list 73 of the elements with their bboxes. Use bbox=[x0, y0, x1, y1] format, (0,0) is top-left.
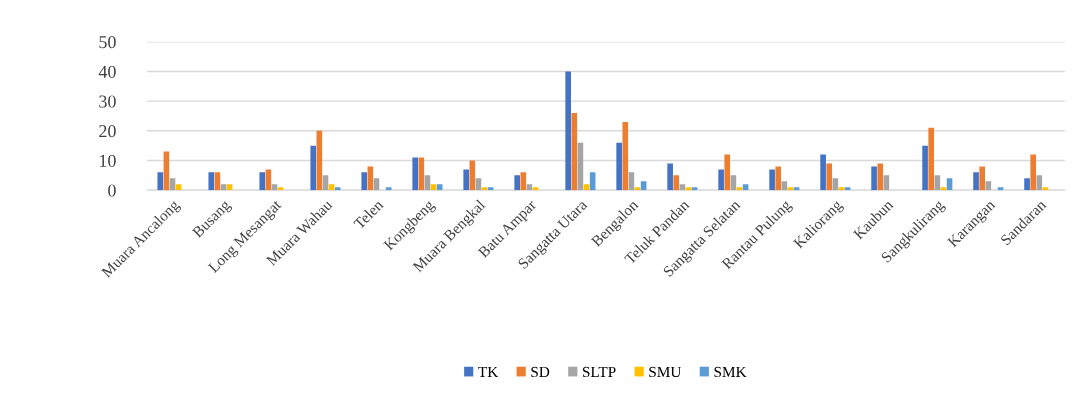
bar bbox=[583, 184, 590, 191]
bar bbox=[208, 172, 215, 191]
bar bbox=[1030, 154, 1036, 191]
bar bbox=[571, 113, 578, 191]
bar bbox=[373, 178, 380, 191]
bar bbox=[259, 172, 266, 191]
bar bbox=[820, 154, 826, 191]
bar bbox=[463, 169, 470, 191]
bar bbox=[169, 178, 176, 191]
bar bbox=[667, 163, 673, 191]
bar bbox=[214, 172, 221, 191]
bar bbox=[226, 184, 233, 191]
bar bbox=[781, 181, 788, 191]
bar bbox=[469, 160, 476, 191]
bar bbox=[622, 121, 629, 191]
bar bbox=[640, 181, 647, 191]
bar bbox=[310, 145, 317, 191]
bar bbox=[271, 184, 278, 191]
y-tick-label: 10 bbox=[99, 154, 116, 167]
legend-label: SMU bbox=[649, 366, 682, 378]
bar bbox=[412, 157, 419, 191]
bar bbox=[928, 127, 935, 191]
bar bbox=[730, 175, 737, 191]
bar bbox=[616, 142, 622, 191]
bar bbox=[1036, 175, 1043, 191]
bar bbox=[628, 172, 635, 191]
bar bbox=[946, 178, 953, 191]
bar bbox=[367, 166, 374, 191]
y-tick-label: 30 bbox=[99, 95, 116, 108]
bar bbox=[526, 184, 533, 191]
bar bbox=[775, 166, 782, 191]
bar bbox=[514, 175, 520, 191]
bar bbox=[328, 184, 335, 191]
bar bbox=[679, 184, 686, 191]
bar bbox=[265, 169, 272, 191]
bar bbox=[175, 184, 182, 191]
y-tick-label: 0 bbox=[108, 184, 116, 197]
bar bbox=[334, 187, 341, 191]
bar bbox=[565, 71, 571, 191]
bar bbox=[520, 172, 527, 191]
legend-label: TK bbox=[478, 366, 499, 377]
legend-label: SD bbox=[531, 366, 550, 378]
bar bbox=[322, 175, 329, 191]
bar bbox=[877, 163, 884, 191]
bar bbox=[385, 187, 392, 191]
bar bbox=[589, 172, 596, 191]
bar bbox=[436, 184, 443, 191]
legend-label: SLTP bbox=[582, 366, 616, 378]
bar bbox=[979, 166, 985, 191]
bar bbox=[883, 175, 890, 191]
legend-label: SMK bbox=[714, 366, 747, 378]
bar bbox=[220, 184, 227, 191]
bar bbox=[742, 184, 749, 191]
bar bbox=[673, 175, 680, 191]
bar bbox=[361, 172, 368, 191]
bar bbox=[724, 154, 731, 191]
bar bbox=[973, 172, 979, 191]
bar bbox=[832, 178, 839, 191]
bar bbox=[718, 169, 724, 191]
bar bbox=[871, 166, 877, 191]
bar bbox=[430, 184, 437, 191]
bar bbox=[157, 172, 164, 191]
bar bbox=[922, 145, 928, 191]
y-tick-label: 40 bbox=[98, 65, 116, 78]
bar bbox=[985, 181, 992, 191]
y-tick-label: 50 bbox=[99, 36, 116, 49]
bar bbox=[769, 169, 775, 191]
y-tick-label: 20 bbox=[99, 125, 116, 138]
bar bbox=[1024, 178, 1030, 191]
bar bbox=[424, 175, 431, 191]
bar bbox=[826, 163, 833, 191]
bar bbox=[475, 178, 482, 191]
bar bbox=[934, 175, 941, 191]
